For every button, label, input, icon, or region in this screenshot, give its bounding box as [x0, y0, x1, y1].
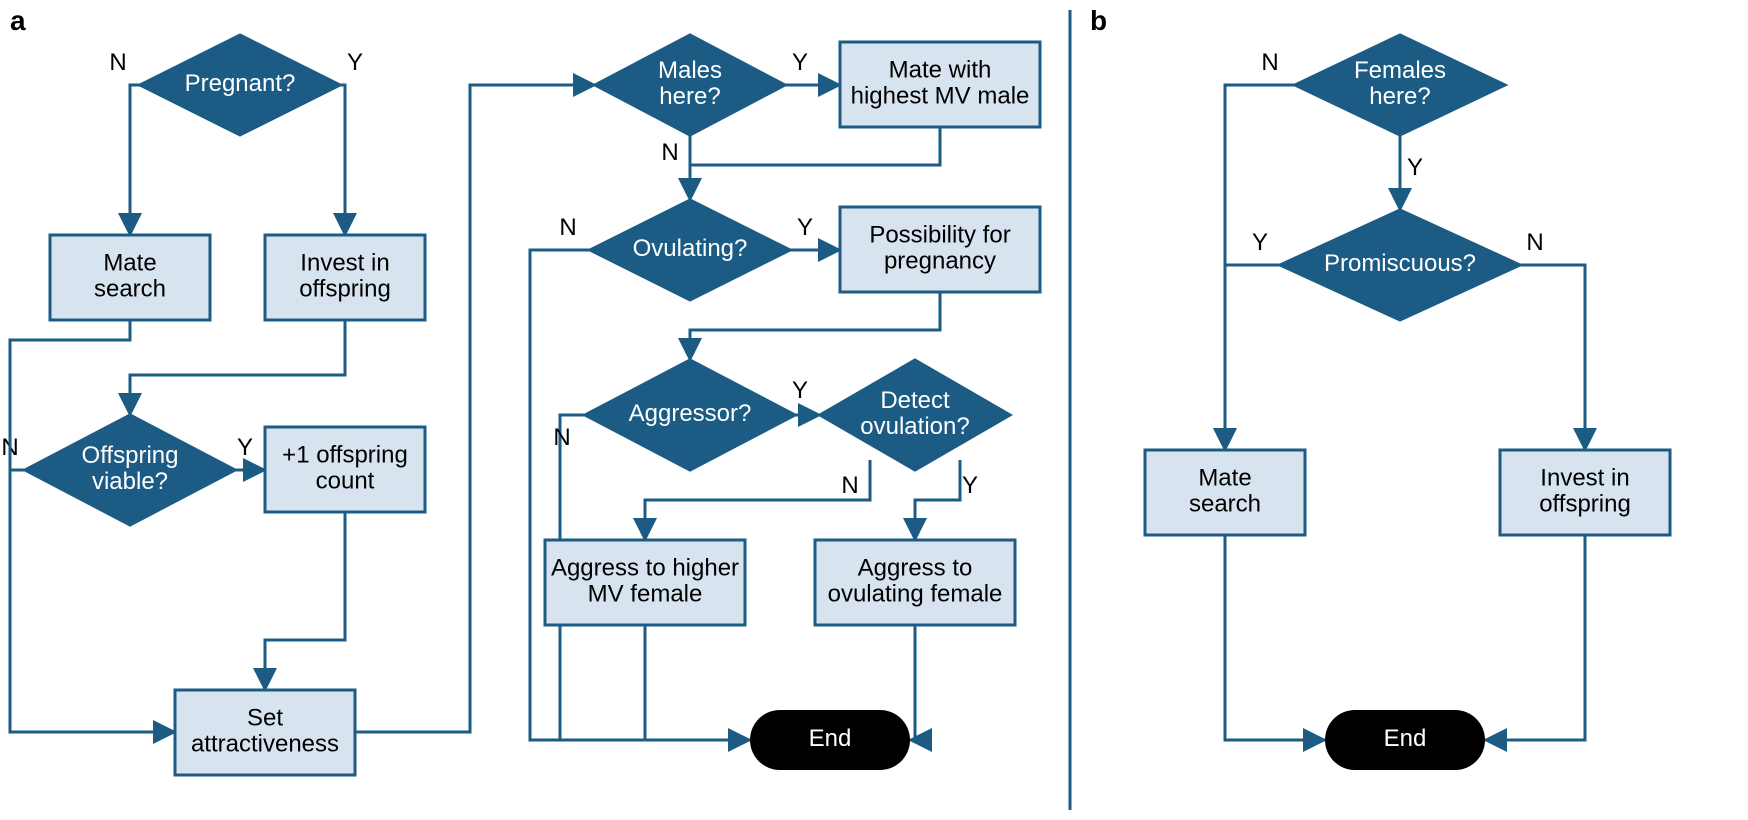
node-label: End: [809, 725, 852, 752]
edge: [1225, 265, 1280, 450]
edge-label: Y: [237, 434, 253, 461]
edge-label: N: [1261, 49, 1278, 76]
flowchart-diagram: NYYNYNYNYNNYNYYNPregnant?MatesearchInves…: [0, 0, 1748, 820]
node-label: Possibility forpregnancy: [869, 222, 1010, 275]
edge: [530, 250, 750, 740]
node-label: End: [1384, 725, 1427, 752]
node-label: Invest inoffspring: [299, 250, 391, 303]
edge-label: Y: [962, 472, 978, 499]
edge-label: Y: [792, 377, 808, 404]
node-label: Maleshere?: [658, 57, 722, 110]
node-label: Pregnant?: [185, 70, 296, 97]
edge: [645, 460, 870, 540]
edge: [130, 85, 140, 235]
node-label: Matesearch: [1189, 465, 1261, 518]
edge: [130, 320, 345, 415]
edge-label: N: [841, 472, 858, 499]
edge: [690, 127, 940, 200]
edge-label: Y: [347, 49, 363, 76]
edges-layer: NYYNYNYNYNNYNYYN: [1, 49, 1585, 740]
edge: [1225, 535, 1325, 740]
edge-label: Y: [1407, 154, 1423, 181]
edge-label: N: [1526, 229, 1543, 256]
panel-label-a: a: [10, 5, 26, 36]
edge-label: N: [559, 214, 576, 241]
node-label: Matesearch: [94, 250, 166, 303]
edge-label: N: [109, 49, 126, 76]
edge: [265, 512, 345, 690]
edge-label: Y: [797, 214, 813, 241]
edge: [340, 85, 345, 235]
edge: [1485, 535, 1585, 740]
edge: [10, 320, 130, 732]
edge-label: Y: [1252, 229, 1268, 256]
node-label: Ovulating?: [633, 235, 748, 262]
node-label: Invest inoffspring: [1539, 465, 1631, 518]
edge: [910, 625, 915, 740]
edge: [915, 460, 960, 540]
edge-label: N: [553, 424, 570, 451]
edge-label: Y: [792, 49, 808, 76]
nodes-layer: [25, 35, 1670, 775]
edge: [1520, 265, 1585, 450]
edge: [690, 292, 940, 360]
node-label: Offspringviable?: [82, 442, 179, 495]
node-label: Aggressor?: [629, 400, 752, 427]
edge-label: N: [661, 139, 678, 166]
panel-label-b: b: [1090, 5, 1107, 36]
node-label: Promiscuous?: [1324, 250, 1476, 277]
